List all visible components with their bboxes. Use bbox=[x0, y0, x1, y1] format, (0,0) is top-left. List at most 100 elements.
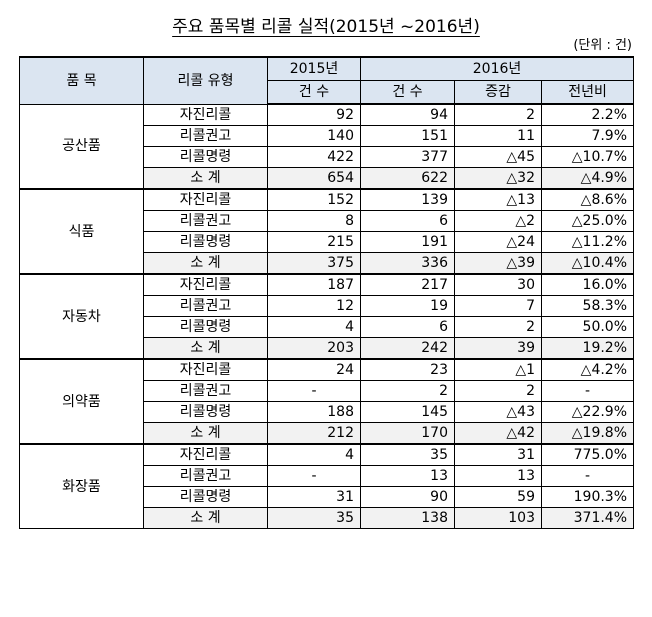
recall-type-cell: 리콜권고 bbox=[143, 125, 268, 147]
count-2015-cell: 12 bbox=[267, 295, 361, 317]
count-2015-cell: 4 bbox=[267, 443, 361, 466]
table-row: 식품 자진리콜 152 139 △13 △8.6% bbox=[19, 188, 635, 275]
count-2016-cell: 94 bbox=[360, 103, 455, 126]
yoy-cell: 19.2% bbox=[540, 337, 635, 360]
recall-type-cell: 리콜명령 bbox=[143, 146, 268, 168]
recall-type-cell: 소 계 bbox=[143, 507, 268, 529]
change-cell: △2 bbox=[454, 210, 542, 232]
header-2016: 2016년 bbox=[359, 56, 635, 81]
recall-type-cell: 리콜명령 bbox=[143, 316, 268, 338]
recall-type-cell: 자진리콜 bbox=[143, 358, 268, 381]
yoy-cell: △19.8% bbox=[540, 422, 635, 445]
header-category: 품 목 bbox=[19, 56, 144, 105]
yoy-cell: △4.9% bbox=[540, 167, 635, 190]
count-2015-cell: 24 bbox=[267, 358, 361, 381]
subtotal-row: 소 계 35 138 103 371.4% bbox=[20, 507, 635, 529]
change-cell: 2 bbox=[454, 380, 542, 402]
yoy-cell: - bbox=[540, 465, 635, 487]
count-2015-cell: 203 bbox=[267, 337, 361, 360]
yoy-cell: 7.9% bbox=[540, 125, 635, 147]
header-count-2016: 건 수 bbox=[360, 80, 455, 105]
recall-type-cell: 자진리콜 bbox=[143, 103, 268, 126]
table-row: 리콜권고 -13 13- bbox=[20, 465, 635, 487]
category-cell: 공산품 bbox=[19, 103, 144, 190]
table-row: 리콜권고 8 6 △2 △25.0% bbox=[20, 210, 635, 232]
yoy-cell: △25.0% bbox=[540, 210, 635, 232]
recall-type-cell: 리콜권고 bbox=[143, 210, 268, 232]
count-2015-cell: 4 bbox=[267, 316, 361, 338]
count-2016-cell: 6 bbox=[360, 210, 455, 232]
change-cell: 2 bbox=[454, 103, 542, 126]
yoy-cell: △8.6% bbox=[540, 188, 635, 211]
count-2016-cell: 19 bbox=[360, 295, 455, 317]
count-2015-cell: 212 bbox=[267, 422, 361, 445]
count-2016-cell: 35 bbox=[360, 443, 455, 466]
count-2015-cell: 422 bbox=[267, 146, 361, 168]
yoy-cell: 16.0% bbox=[540, 273, 635, 296]
count-2015-cell: 188 bbox=[267, 401, 361, 423]
change-cell: 31 bbox=[454, 443, 542, 466]
header-row-2: 건 수 건 수 증감 전년비 bbox=[20, 80, 635, 105]
change-cell: 103 bbox=[454, 507, 542, 529]
recall-type-cell: 리콜권고 bbox=[143, 465, 268, 487]
change-cell: 30 bbox=[454, 273, 542, 296]
recall-type-cell: 리콜명령 bbox=[143, 231, 268, 253]
recall-type-cell: 리콜명령 bbox=[143, 486, 268, 508]
table-row: 의약품 자진리콜 24 23 △1 △4.2% bbox=[19, 358, 635, 445]
count-2016-cell: 377 bbox=[360, 146, 455, 168]
count-2015-cell: 152 bbox=[267, 188, 361, 211]
table-row: 리콜명령 31 90 59 190.3% bbox=[20, 486, 635, 508]
change-cell: △39 bbox=[454, 252, 542, 275]
document-title: 주요 품목별 리콜 실적(2015년 ~2016년) bbox=[172, 17, 480, 37]
recall-type-cell: 리콜명령 bbox=[143, 401, 268, 423]
count-2016-cell: 170 bbox=[360, 422, 455, 445]
change-cell: 39 bbox=[454, 337, 542, 360]
count-2015-cell: 35 bbox=[267, 507, 361, 529]
recall-type-cell: 자진리콜 bbox=[143, 443, 268, 466]
table-row: 리콜명령 4 6 2 50.0% bbox=[20, 316, 635, 338]
yoy-cell: 50.0% bbox=[540, 316, 635, 338]
change-cell: △43 bbox=[454, 401, 542, 423]
change-cell: 2 bbox=[454, 316, 542, 338]
change-cell: △1 bbox=[454, 358, 542, 381]
category-cell: 식품 bbox=[19, 188, 144, 275]
count-2015-cell: 187 bbox=[267, 273, 361, 296]
recall-type-cell: 소 계 bbox=[143, 252, 268, 275]
change-cell: △13 bbox=[454, 188, 542, 211]
subtotal-row: 소 계 654 622 △32 △4.9% bbox=[20, 167, 635, 190]
yoy-cell: 371.4% bbox=[540, 507, 635, 529]
category-cell: 화장품 bbox=[19, 443, 144, 529]
yoy-cell: 775.0% bbox=[540, 443, 635, 466]
count-2016-cell: 138 bbox=[360, 507, 455, 529]
table-row: 리콜명령 215 191 △24 △11.2% bbox=[20, 231, 635, 253]
table-row: 공산품 자진리콜 92 94 2 2.2% bbox=[19, 103, 635, 190]
count-2015-cell: 31 bbox=[267, 486, 361, 508]
count-2015-cell: - bbox=[267, 465, 361, 487]
yoy-cell: 2.2% bbox=[540, 103, 635, 126]
yoy-cell: 190.3% bbox=[540, 486, 635, 508]
count-2015-cell: 215 bbox=[267, 231, 361, 253]
yoy-cell: △10.4% bbox=[540, 252, 635, 275]
subtotal-row: 소 계 203 242 39 19.2% bbox=[20, 337, 635, 360]
header-yoy: 전년비 bbox=[540, 80, 635, 105]
count-2016-cell: 242 bbox=[360, 337, 455, 360]
change-cell: △45 bbox=[454, 146, 542, 168]
category-cell: 의약품 bbox=[19, 358, 144, 445]
recall-table: 품 목 리콜 유형 2015년 2016년 건 수 건 수 증감 전년비 공산품… bbox=[19, 56, 635, 529]
recall-type-cell: 소 계 bbox=[143, 422, 268, 445]
count-2015-cell: - bbox=[267, 380, 361, 402]
subtotal-row: 소 계 375 336 △39 △10.4% bbox=[20, 252, 635, 275]
change-cell: △24 bbox=[454, 231, 542, 253]
table-row: 리콜명령 188 145 △43 △22.9% bbox=[20, 401, 635, 423]
count-2016-cell: 336 bbox=[360, 252, 455, 275]
change-cell: △42 bbox=[454, 422, 542, 445]
count-2016-cell: 151 bbox=[360, 125, 455, 147]
count-2015-cell: 375 bbox=[267, 252, 361, 275]
recall-type-cell: 자진리콜 bbox=[143, 188, 268, 211]
change-cell: 13 bbox=[454, 465, 542, 487]
category-cell: 자동차 bbox=[19, 273, 144, 360]
count-2016-cell: 23 bbox=[360, 358, 455, 381]
table-body: 공산품 자진리콜 92 94 2 2.2% 리콜권고 140 151 11 7.9% 리콜명령 422 3… bbox=[19, 103, 635, 529]
count-2016-cell: 139 bbox=[360, 188, 455, 211]
yoy-cell: - bbox=[540, 380, 635, 402]
